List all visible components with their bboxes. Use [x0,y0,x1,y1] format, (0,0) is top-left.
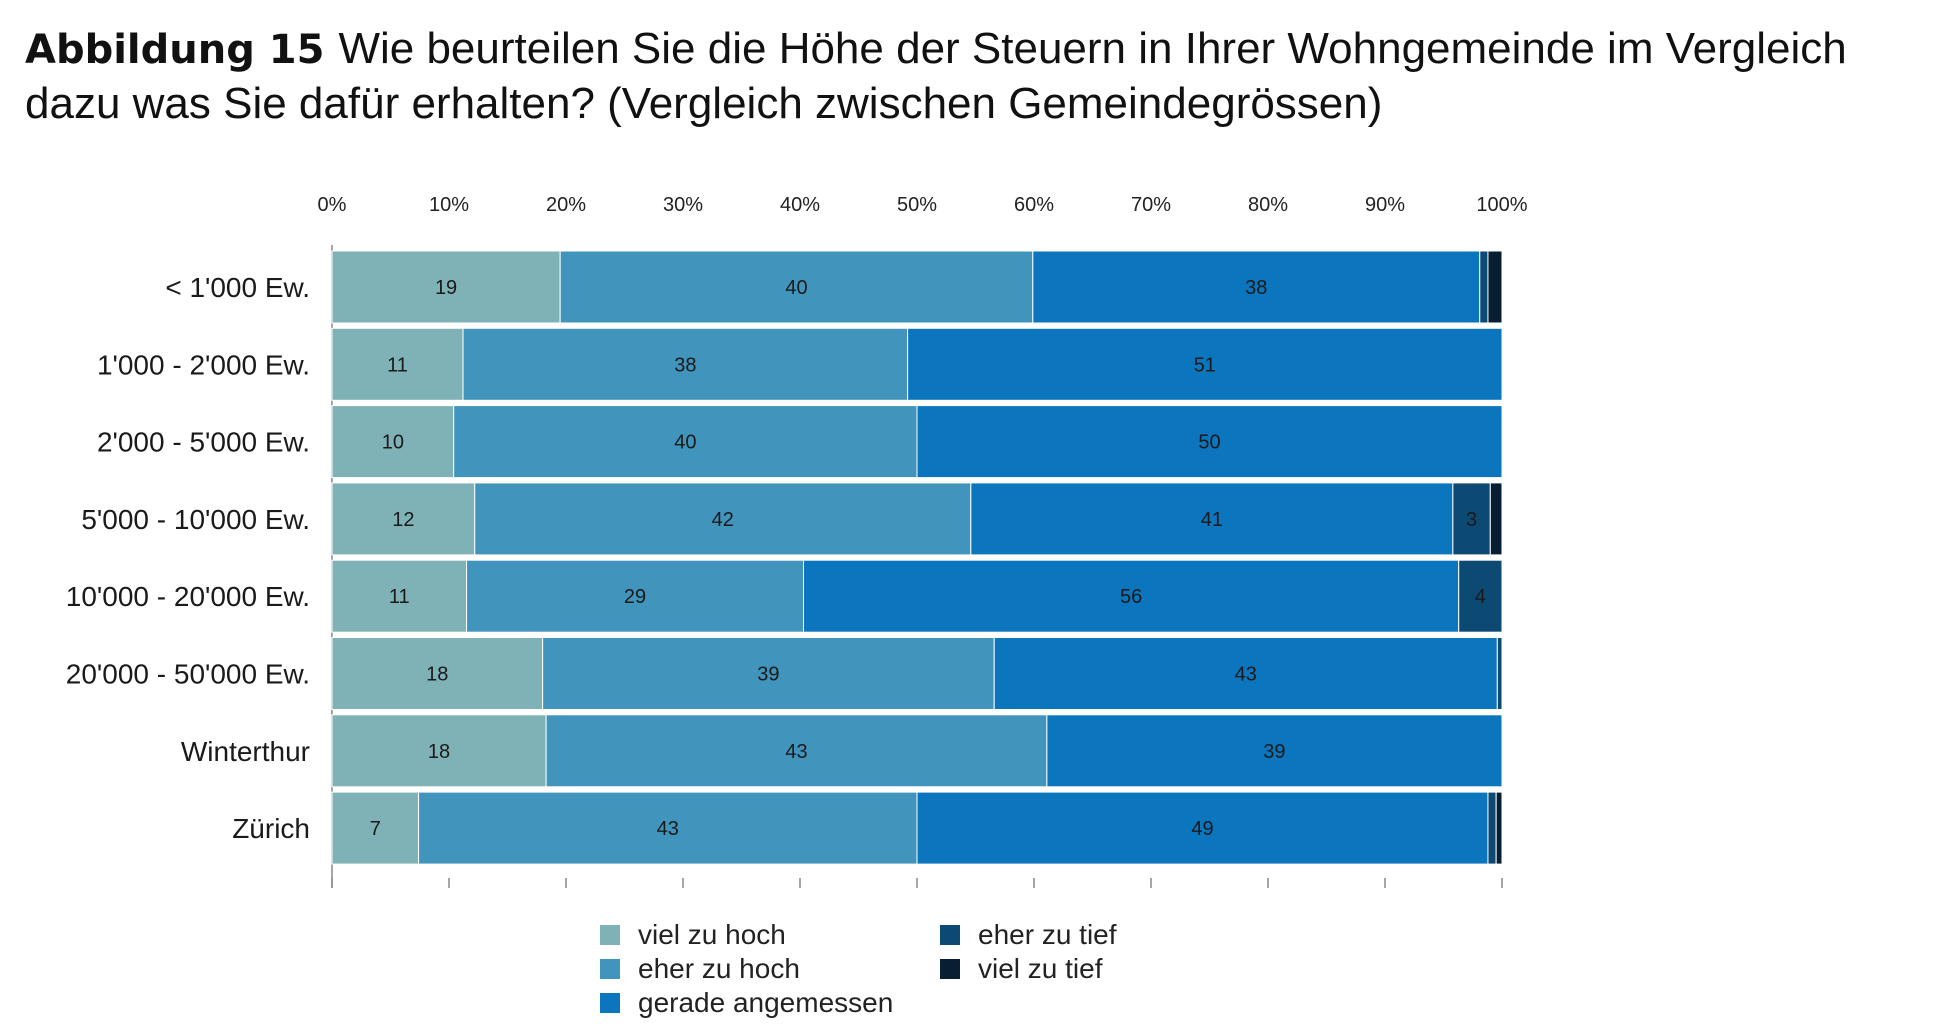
data-label: 12 [392,509,414,531]
data-label: 19 [435,277,457,299]
bar-segment [1489,482,1503,556]
data-label: 43 [785,741,807,763]
legend-label: gerade angemessen [638,987,894,1018]
data-label: 56 [1120,586,1142,608]
bar-segment [970,482,1454,556]
legend-label: eher zu hoch [638,953,800,984]
legend: viel zu hoch eher zu hoch gerade angemesse… [600,918,1200,1028]
data-label: 39 [757,664,779,686]
figure-title: Abbildung 15 Wie beurteilen Sie die Höhe … [25,22,1915,131]
bar-segment [542,637,995,710]
data-label: 38 [1245,277,1267,299]
legend-item: viel zu tief [940,952,1103,986]
legend-swatch [600,959,620,979]
data-label: 4 [1475,586,1486,608]
data-label: 39 [1263,741,1285,763]
figure-label: Abbildung 15 [25,27,325,73]
data-label: 10 [382,432,404,454]
bar-segment [1487,250,1503,324]
legend-item: eher zu tief [940,918,1117,952]
legend-label: viel zu hoch [638,919,786,950]
bar-segment [1496,637,1503,710]
x-tick-label: 0% [318,194,347,216]
bar-segment [331,637,544,710]
x-tick-label: 90% [1365,194,1405,216]
legend-item: viel zu hoch [600,918,786,952]
x-tick-label: 20% [546,194,586,216]
bar-segment [1479,250,1489,324]
legend-swatch [600,925,620,945]
data-label: 43 [1235,664,1257,686]
bar-segment [1458,559,1503,633]
bar-segment [803,559,1460,633]
bar-segment [1495,791,1503,865]
bar-segment [1487,791,1497,865]
legend-label: eher zu tief [978,919,1117,950]
bar-segment [916,405,1503,479]
data-label: 42 [712,509,734,531]
bar-segment [993,637,1498,710]
x-tick-label: 70% [1131,194,1171,216]
data-label: 40 [785,277,807,299]
data-label: 18 [426,664,448,686]
bar-segment [1032,250,1481,324]
data-label: 50 [1198,432,1220,454]
category-label: Winterthur [181,736,310,767]
x-tick-label: 50% [897,194,937,216]
figure-caption: Wie beurteilen Sie die Höhe der Steuern … [25,24,1847,128]
category-label: 2'000 - 5'000 Ew. [97,427,310,458]
bar-segment [545,714,1048,788]
legend-swatch [940,925,960,945]
bar-segment [453,405,918,479]
bar-segment [331,791,420,865]
data-label: 11 [387,354,408,376]
category-label: < 1'000 Ew. [165,272,310,303]
bar-segment [331,559,468,633]
bar-segment [331,714,547,788]
legend-item: eher zu hoch [600,952,800,986]
legend-item: gerade angemessen [600,986,893,1020]
data-label: 29 [624,586,646,608]
bar-segment [462,327,909,401]
legend-swatch [940,959,960,979]
x-tick-label: 30% [663,194,703,216]
legend-label: viel zu tief [978,953,1103,984]
x-tick-label: 100% [1476,194,1527,216]
data-label: 11 [389,586,410,608]
bar-segment [331,482,476,556]
x-tick-label: 80% [1248,194,1288,216]
data-label: 49 [1191,818,1213,840]
category-label: 5'000 - 10'000 Ew. [81,504,310,535]
data-label: 38 [674,354,696,376]
bar-segment [418,791,918,865]
data-label: 18 [428,741,450,763]
category-label: 20'000 - 50'000 Ew. [66,659,310,690]
category-label: 10'000 - 20'000 Ew. [66,581,310,612]
data-label: 3 [1466,509,1477,531]
data-label: 51 [1194,354,1216,376]
x-tick-label: 40% [780,194,820,216]
bar-segment [474,482,972,556]
data-label: 43 [657,818,679,840]
x-tick-label: 10% [429,194,469,216]
bar-segment [1046,714,1503,788]
x-tick-label: 60% [1014,194,1054,216]
bar-segment [331,327,464,401]
data-label: 40 [674,432,696,454]
data-label: 41 [1201,509,1223,531]
data-label: 7 [370,818,381,840]
stacked-bar-chart: 0% 10% 20% 30% 40% 50% 60% 70% 80% 90% 100% < 1'000… [66,194,1528,888]
bar-segment [466,559,805,633]
bar-segment [907,327,1503,401]
bar-segment [916,791,1489,865]
category-label: 1'000 - 2'000 Ew. [97,349,310,380]
bar-segment [1452,482,1491,556]
category-label: Zürich [232,813,310,844]
legend-swatch [600,993,620,1013]
